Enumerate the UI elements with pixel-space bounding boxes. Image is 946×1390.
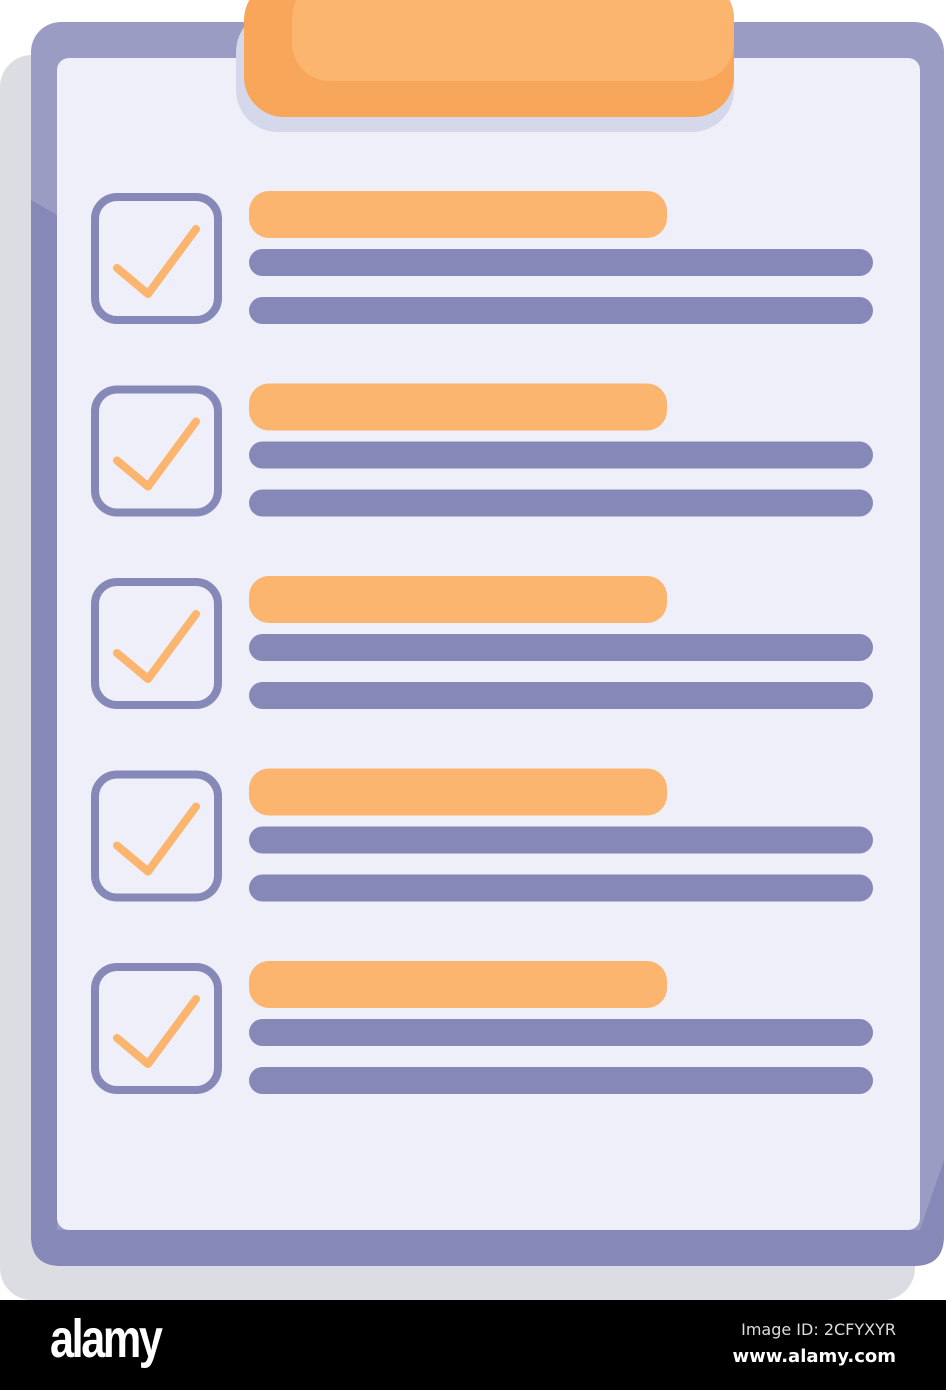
checkbox bbox=[91, 385, 222, 517]
checkmark-icon bbox=[113, 610, 200, 683]
clip-highlight bbox=[292, 0, 734, 81]
checkbox bbox=[91, 578, 222, 709]
checklist-item[interactable] bbox=[91, 768, 873, 902]
website-link: www.alamy.com bbox=[732, 1346, 896, 1367]
text-line bbox=[249, 249, 873, 276]
text-line bbox=[249, 1019, 873, 1046]
text-line bbox=[249, 489, 873, 517]
clipboard-checklist-illustration bbox=[0, 0, 944, 1300]
checklist-item[interactable] bbox=[91, 383, 873, 517]
checklist-item[interactable] bbox=[91, 576, 873, 709]
text-line bbox=[249, 874, 873, 902]
checkmark-icon bbox=[113, 417, 200, 491]
title-bar bbox=[249, 768, 667, 816]
title-bar bbox=[249, 383, 667, 431]
checklist-item[interactable] bbox=[91, 961, 873, 1094]
checklist-item[interactable] bbox=[91, 191, 873, 324]
checkbox bbox=[91, 770, 222, 902]
text-line bbox=[249, 682, 873, 709]
title-bar bbox=[249, 576, 667, 623]
text-line bbox=[249, 441, 873, 469]
image-id: Image ID: 2CFYXYR bbox=[741, 1320, 896, 1339]
text-line bbox=[249, 634, 873, 661]
text-line bbox=[249, 826, 873, 854]
alamy-logo: alamy bbox=[50, 1309, 163, 1369]
checkmark-icon bbox=[113, 225, 200, 298]
title-bar bbox=[249, 191, 667, 238]
text-line bbox=[249, 1067, 873, 1094]
watermark-banner: alamy Image ID: 2CFYXYR www.alamy.com bbox=[0, 1300, 946, 1390]
checkbox bbox=[91, 963, 222, 1094]
checkbox bbox=[91, 193, 222, 324]
title-bar bbox=[249, 961, 667, 1008]
checkmark-icon bbox=[113, 802, 200, 876]
checkmark-icon bbox=[113, 995, 200, 1068]
text-line bbox=[249, 297, 873, 324]
